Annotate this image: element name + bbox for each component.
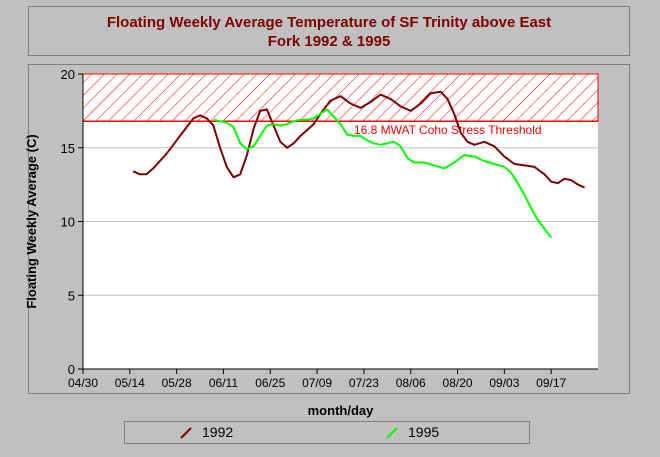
- chart-title-line2: Fork 1992 & 1995: [267, 33, 391, 50]
- x-tick-label: 05/14: [115, 376, 145, 390]
- series-line-1995: [213, 108, 552, 239]
- series-line-1992: [132, 90, 586, 189]
- x-tick-label: 08/06: [396, 376, 426, 390]
- x-tick-label: 06/25: [255, 376, 285, 390]
- chart-title: Floating Weekly Average Temperature of S…: [29, 13, 629, 51]
- y-tick-label: 0: [68, 362, 75, 377]
- series: [132, 90, 586, 239]
- axes: [78, 73, 598, 374]
- x-tick-label: 09/03: [489, 376, 519, 390]
- threshold-hatch: [82, 73, 599, 122]
- x-tick-label: 07/23: [349, 376, 379, 390]
- chart-title-line1: Floating Weekly Average Temperature of S…: [106, 14, 552, 31]
- x-tick-label: 07/09: [302, 376, 332, 390]
- legend-label-1995: 1995: [408, 424, 440, 440]
- x-tick-label: 08/20: [443, 376, 473, 390]
- x-tick-label: 05/28: [162, 376, 192, 390]
- y-tick-label: 5: [68, 288, 75, 303]
- x-tick-label: 04/30: [68, 376, 98, 390]
- legend-swatch-1995: [386, 427, 398, 439]
- axis-labels: 0 5 10 15 20 04/30 05/14 05/28 06/11 06/25 07/09 07…: [24, 67, 567, 418]
- threshold-label: 16.8 MWAT Coho Stress Threshold: [354, 123, 542, 137]
- legend-swatch-1992: [180, 427, 192, 439]
- y-tick-label: 15: [61, 141, 75, 156]
- legend: 1992 1995: [124, 421, 530, 444]
- y-tick-label: 20: [61, 67, 75, 82]
- title-box: Floating Weekly Average Temperature of S…: [28, 6, 630, 56]
- x-tick-label: 06/11: [209, 376, 238, 390]
- x-tick-label: 09/17: [536, 376, 566, 390]
- threshold-band: 16.8 MWAT Coho Stress Threshold: [82, 73, 599, 137]
- legend-label-1992: 1992: [202, 424, 234, 440]
- y-tick-label: 10: [61, 215, 75, 230]
- y-axis-title: Floating Weekly Average (C): [24, 134, 39, 308]
- x-axis-title: month/day: [308, 403, 374, 418]
